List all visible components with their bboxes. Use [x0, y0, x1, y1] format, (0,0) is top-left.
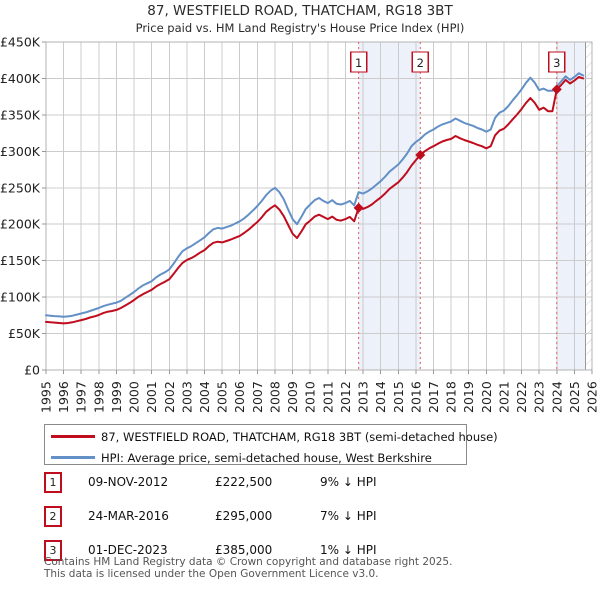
- legend-label-property: 87, WESTFIELD ROAD, THATCHAM, RG18 3BT (…: [101, 430, 498, 444]
- x-tick-label: 2025: [567, 381, 582, 413]
- property-price-line: [45, 76, 585, 325]
- legend-item-hpi: HPI: Average price, semi-detached house,…: [45, 448, 466, 467]
- sale-marker-number-2: 2: [417, 56, 424, 70]
- x-tick-label: 2012: [338, 381, 353, 413]
- sale-marker-box-1: [349, 51, 368, 73]
- y-tick-label: £100K: [0, 290, 41, 305]
- transaction-date: 01-DEC-2023: [88, 543, 168, 557]
- x-tick-label: 2005: [215, 381, 230, 413]
- plot-border: [45, 41, 593, 371]
- x-tick-label: 2019: [461, 381, 476, 413]
- price-history-chart: 1995 1996 1997 1998 1999 2000 2001 2002 2003 2004…: [0, 35, 600, 414]
- transaction-price: £295,000: [215, 509, 273, 523]
- legend-label-hpi: HPI: Average price, semi-detached house,…: [101, 451, 432, 465]
- transaction-row: 3 01-DEC-2023 £385,000 1% ↓ HPI: [0, 540, 600, 561]
- y-tick-label: £350K: [0, 107, 41, 122]
- x-tick-label: 2004: [197, 381, 212, 413]
- x-tick-label: 2008: [267, 381, 282, 413]
- sale-marker-box-3: [548, 51, 566, 73]
- y-tick-label: £200K: [0, 217, 41, 232]
- y-tick-label: £450K: [0, 35, 41, 50]
- transaction-number-badge: 1: [44, 472, 62, 493]
- page-title: 87, WESTFIELD ROAD, THATCHAM, RG18 3BT: [147, 3, 453, 19]
- x-tick-label: 2009: [285, 381, 300, 413]
- sale-marker-box-2: [411, 51, 429, 73]
- x-tick-label: 2011: [320, 381, 335, 413]
- x-tick-label: 2021: [496, 381, 511, 413]
- sale-marker-diamond-3: [551, 84, 562, 95]
- y-tick-label: £50K: [8, 326, 41, 341]
- x-tick-label: 2007: [250, 381, 265, 413]
- transaction-date: 09-NOV-2012: [88, 475, 169, 489]
- hpi-line: [45, 72, 585, 318]
- x-tick-label: 2006: [232, 381, 247, 413]
- transaction-hpi-diff: 1% ↓ HPI: [320, 543, 377, 557]
- x-tick-label: 2018: [444, 381, 459, 413]
- y-tick-label: £0: [24, 363, 40, 378]
- transaction-hpi-diff: 7% ↓ HPI: [320, 509, 377, 523]
- x-tick-label: 2022: [514, 381, 529, 413]
- sale-marker-diamond-1: [353, 202, 364, 213]
- sale-marker-number-1: 1: [355, 56, 362, 70]
- x-tick-label: 2020: [479, 381, 494, 413]
- x-tick-label: 2016: [408, 381, 423, 413]
- x-tick-label: 2010: [303, 381, 318, 413]
- x-tick-label: 2026: [585, 381, 600, 413]
- legend-item-property: 87, WESTFIELD ROAD, THATCHAM, RG18 3BT (…: [45, 427, 498, 446]
- transaction-number-badge: 3: [44, 540, 62, 561]
- chart-legend: 87, WESTFIELD ROAD, THATCHAM, RG18 3BT (…: [44, 424, 498, 467]
- x-tick-label: 2014: [373, 381, 388, 413]
- transaction-price: £222,500: [215, 475, 273, 489]
- page-subtitle: Price paid vs. HM Land Registry's House …: [135, 21, 465, 35]
- x-tick-label: 2001: [144, 381, 159, 413]
- property-line-swatch: [51, 435, 95, 438]
- x-tick-label: 2017: [426, 381, 441, 413]
- x-tick-label: 1999: [109, 381, 124, 413]
- y-tick-label: £250K: [0, 180, 41, 195]
- y-tick-label: £300K: [0, 144, 41, 159]
- transaction-row: 2 24-MAR-2016 £295,000 7% ↓ HPI: [0, 506, 600, 527]
- x-tick-label: 2015: [391, 381, 406, 413]
- transaction-row: 1 09-NOV-2012 £222,500 9% ↓ HPI: [0, 472, 600, 493]
- x-tick-label: 1995: [39, 381, 54, 413]
- transaction-number-badge: 2: [44, 506, 62, 527]
- x-tick-label: 2000: [127, 381, 142, 413]
- transaction-date: 24-MAR-2016: [88, 509, 169, 523]
- future-period-hatch: [585, 42, 592, 370]
- y-tick-label: £400K: [0, 71, 41, 86]
- ownership-period-band: [556, 42, 586, 370]
- y-tick-label: £150K: [0, 253, 41, 268]
- x-tick-label: 2002: [162, 381, 177, 413]
- x-tick-label: 2013: [356, 381, 371, 413]
- transaction-hpi-diff: 9% ↓ HPI: [320, 475, 377, 489]
- sale-marker-number-3: 3: [553, 56, 560, 70]
- sale-marker-diamond-2: [415, 149, 426, 160]
- x-tick-label: 1998: [91, 381, 106, 413]
- footer-licence: This data is licensed under the Open Gov…: [44, 567, 379, 580]
- footer-copyright: Contains HM Land Registry data © Crown c…: [44, 556, 453, 568]
- x-tick-label: 2024: [549, 381, 564, 413]
- transaction-price: £385,000: [215, 543, 273, 557]
- hpi-line-swatch: [51, 456, 95, 459]
- x-tick-label: 2003: [179, 381, 194, 413]
- x-tick-label: 1996: [56, 381, 71, 413]
- footer-attribution: Contains HM Land Registry data © Crown c…: [44, 556, 453, 580]
- x-tick-label: 1997: [74, 381, 89, 413]
- x-tick-label: 2023: [532, 381, 547, 413]
